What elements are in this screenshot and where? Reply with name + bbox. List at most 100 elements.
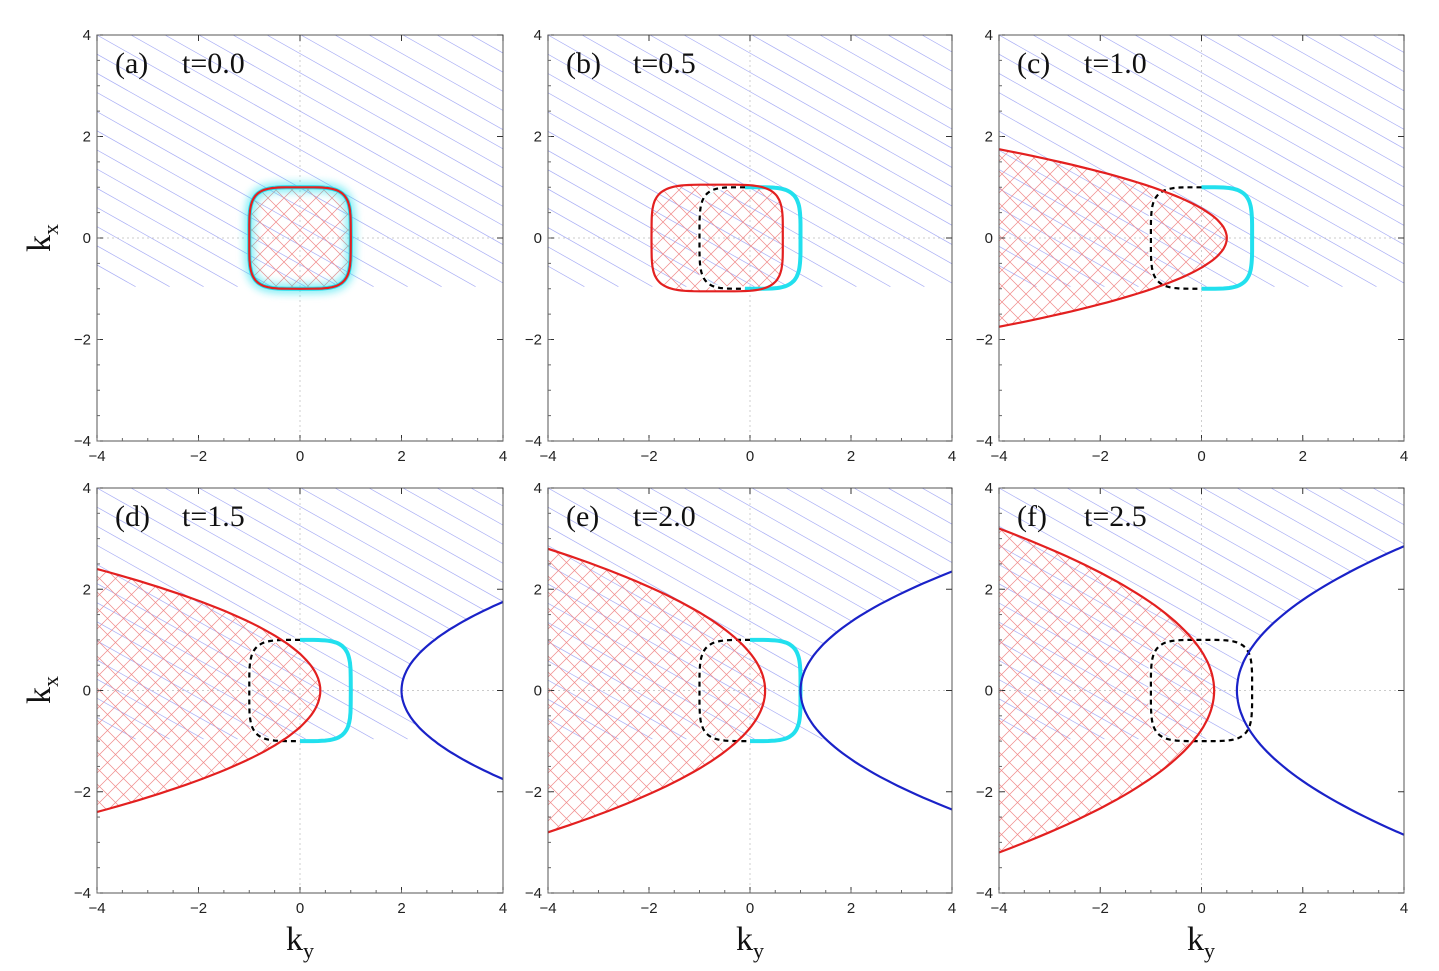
panel-title: t=2.0 [633, 500, 696, 533]
x-tick-label: 2 [847, 448, 855, 465]
hatch-line [1100, 35, 1404, 207]
hatch-line [97, 621, 306, 740]
panel-c: −4−4 −2 −2 0 0 2 2 4 4 (c) t=1.0 [976, 27, 1408, 465]
x-axis-label-sub: y [303, 938, 314, 963]
x-tick-label: −2 [190, 448, 207, 465]
red-hatch-line [97, 569, 321, 812]
red-hatch-line [548, 548, 766, 833]
y-tick-label: 0 [985, 230, 993, 247]
red-hatch-line [249, 187, 351, 289]
hatch-line [1236, 488, 1404, 583]
cyan-contour [247, 185, 353, 291]
red-hatch-line [548, 548, 722, 833]
black-dashed-contour [248, 638, 300, 743]
panel-label: (e) [566, 500, 599, 533]
red-contour [650, 183, 784, 293]
red-hatch-line [97, 569, 321, 812]
hatch-line [548, 622, 755, 740]
red-hatch-line [249, 187, 351, 289]
panel-title: t=1.5 [182, 500, 245, 533]
hatch-line [97, 92, 442, 288]
hatch-line [1338, 35, 1404, 73]
cyan-glow [244, 182, 356, 294]
red-hatch [249, 187, 351, 289]
panel-d: −4−4 −2 −2 0 0 2 2 4 4 (d) t=1.5 [74, 480, 507, 917]
red-hatch-line [1054, 149, 1227, 327]
x-tick-label: 0 [746, 900, 754, 917]
y-tick-label: −2 [74, 332, 91, 349]
x-tick-label: 0 [1197, 900, 1205, 917]
hatch-line [999, 35, 1404, 265]
red-hatch [999, 149, 1227, 327]
hatch-line [548, 150, 789, 288]
hatch-line [548, 583, 823, 740]
hatch-line [97, 53, 503, 284]
panel-f: −4−4 −2 −2 0 0 2 2 4 4 (f) t=2.5 [976, 480, 1408, 917]
red-hatch-line [1214, 149, 1227, 327]
hatch-line [548, 35, 952, 265]
hatch-line [548, 207, 687, 288]
x-tick-label: −2 [640, 448, 657, 465]
hatch-line [232, 35, 503, 188]
hatch-line [999, 564, 1309, 740]
y-axis-label: kx [21, 224, 63, 252]
hatch-line [819, 488, 952, 563]
hatch-line [999, 226, 1105, 288]
hatch-line [97, 72, 476, 288]
hatch-line [402, 35, 503, 92]
red-hatch-line [651, 184, 723, 292]
hatch-line [581, 488, 952, 698]
x-axis-label: ky [1187, 921, 1215, 963]
red-hatch-line [97, 569, 321, 812]
x-tick-label: 2 [397, 900, 405, 917]
x-tick-label: −2 [640, 900, 657, 917]
hatch-line [1372, 35, 1404, 53]
blue-contour [799, 570, 952, 811]
hatch-line [717, 35, 952, 168]
x-tick-label: 0 [296, 448, 304, 465]
hatch-line [97, 678, 204, 740]
red-hatch-line [999, 149, 1174, 327]
red-hatch-line [97, 569, 321, 812]
red-hatch-line [651, 184, 783, 292]
red-hatch-line [999, 528, 1093, 853]
hatch-line [300, 488, 503, 602]
y-tick-label: −4 [976, 885, 993, 902]
hatch-line [1236, 35, 1404, 130]
hatch-line [266, 35, 503, 169]
y-axis-label-main: k [21, 235, 58, 252]
red-hatch-line [999, 149, 1227, 327]
hatch-line [999, 111, 1309, 288]
x-tick-label: −4 [990, 448, 1007, 465]
red-hatch-line [999, 149, 1227, 327]
hatch-line [548, 660, 687, 740]
hatch-line [999, 149, 1241, 288]
y-tick-label: 2 [534, 581, 542, 598]
y-tick-label: −2 [74, 784, 91, 801]
panel-b: −4−4 −2 −2 0 0 2 2 4 4 (b) t=0.5 [525, 27, 956, 465]
hatch-line [548, 641, 721, 740]
hatch-line [1270, 488, 1404, 564]
hatch-line [751, 35, 952, 149]
x-axis-label: ky [736, 921, 764, 963]
hatch-line [999, 640, 1173, 740]
red-hatch-line [999, 528, 1215, 853]
red-hatch-line [249, 187, 351, 289]
y-tick-label: −2 [976, 332, 993, 349]
red-hatch-line [999, 528, 1215, 853]
red-hatch-line [999, 149, 1227, 327]
background-hatch [97, 35, 503, 288]
y-tick-label: −2 [525, 332, 542, 349]
hatch-line [999, 53, 1404, 284]
red-hatch-line [97, 569, 321, 812]
y-tick-label: 4 [83, 480, 91, 497]
hatch-line [853, 35, 952, 91]
red-hatch-line [104, 569, 321, 812]
y-tick-label: −2 [976, 784, 993, 801]
hatch-line [548, 564, 857, 740]
hatch-line [97, 602, 340, 740]
red-hatch-line [999, 528, 1077, 853]
red-hatch-line [999, 528, 1215, 853]
red-hatch-line [999, 528, 1215, 853]
